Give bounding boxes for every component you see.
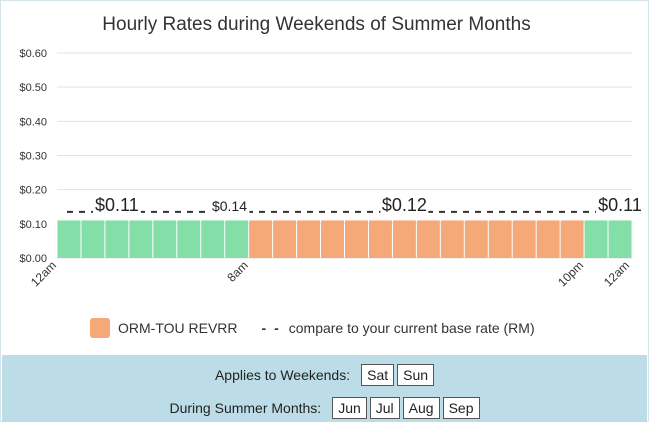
rate-bar	[57, 220, 81, 258]
bar-chart: $0.00 $0.10 $0.20 $0.30 $0.40 $0.50 $0.60 $0.1…	[19, 48, 645, 290]
month-chip-aug: Aug	[402, 397, 440, 419]
day-chip-sat: Sat	[361, 364, 395, 386]
y-tick-label: $0.20	[19, 185, 47, 197]
rate-bar	[488, 220, 512, 258]
x-tick-label: 8am	[224, 258, 250, 284]
rate-bar	[584, 220, 608, 258]
y-tick-label: $0.30	[19, 151, 47, 163]
y-axis-ticks: $0.00 $0.10 $0.20 $0.30 $0.40 $0.50 $0.60	[19, 48, 47, 265]
rate-bar	[153, 220, 177, 258]
rate-annotation: $0.12	[382, 195, 427, 215]
rate-bar	[368, 220, 392, 258]
rate-bar	[273, 220, 297, 258]
chart-title: Hourly Rates during Weekends of Summer M…	[102, 14, 531, 35]
bars	[57, 220, 632, 258]
x-tick-label: 12am	[601, 258, 632, 289]
rate-bar	[177, 220, 201, 258]
y-tick-label: $0.60	[19, 48, 47, 60]
legend: ORM-TOU REVRR - - compare to your curren…	[90, 318, 535, 338]
annotation-bg	[380, 194, 429, 215]
rate-annotation: $0.11	[95, 195, 139, 215]
annotation-bg	[596, 194, 645, 215]
y-tick-label: $0.10	[19, 219, 47, 231]
rate-bar	[129, 220, 153, 258]
grid-lines	[57, 52, 632, 259]
summer-label: During Summer Months:	[169, 400, 322, 416]
day-chip-sun: Sun	[397, 364, 435, 386]
rate-bar	[105, 220, 129, 258]
rate-bar	[608, 220, 632, 258]
rate-bar	[225, 220, 249, 258]
weekend-label: Applies to Weekends:	[214, 367, 351, 383]
rate-bar	[392, 220, 416, 258]
rate-bar	[201, 220, 225, 258]
rate-bar	[536, 220, 560, 258]
annotation-bg	[92, 194, 141, 215]
y-tick-label: $0.40	[19, 116, 47, 128]
x-axis-ticks: 12am 8am 10pm 12am	[28, 258, 632, 289]
rate-bar	[81, 220, 105, 258]
rate-bar	[297, 220, 321, 258]
rate-annotation: $0.14	[212, 198, 247, 214]
rate-bar	[321, 220, 344, 258]
rate-bar	[464, 220, 488, 258]
annotation-bg	[209, 198, 250, 215]
rate-bar	[249, 220, 273, 258]
rate-bar	[512, 220, 536, 258]
legend-swatch-orm-tou	[90, 318, 110, 338]
rate-annotation: $0.11	[598, 195, 642, 215]
rate-annotations: $0.11 $0.14 $0.12 $0.11	[92, 194, 645, 215]
rate-bar	[416, 220, 440, 258]
y-tick-label: $0.00	[19, 253, 47, 265]
month-chip-jul: Jul	[369, 397, 400, 419]
month-chip-sep: Sep	[442, 397, 480, 419]
rate-bar	[345, 220, 368, 258]
applicability-panel: Applies to Weekends: Sat Sun During Summ…	[2, 355, 647, 422]
legend-label-orm-tou: ORM-TOU REVRR	[118, 320, 238, 336]
weekend-row: Applies to Weekends: Sat Sun	[2, 364, 647, 386]
legend-dash-icon: - -	[261, 320, 281, 336]
summer-row: During Summer Months: Jun Jul Aug Sep	[2, 397, 647, 419]
x-tick-label: 10pm	[555, 258, 586, 289]
rate-bar	[560, 220, 584, 258]
rate-bar	[440, 220, 464, 258]
month-chip-jun: Jun	[332, 397, 367, 419]
legend-label-base-rate: compare to your current base rate (RM)	[288, 320, 535, 336]
y-tick-label: $0.50	[19, 82, 47, 94]
